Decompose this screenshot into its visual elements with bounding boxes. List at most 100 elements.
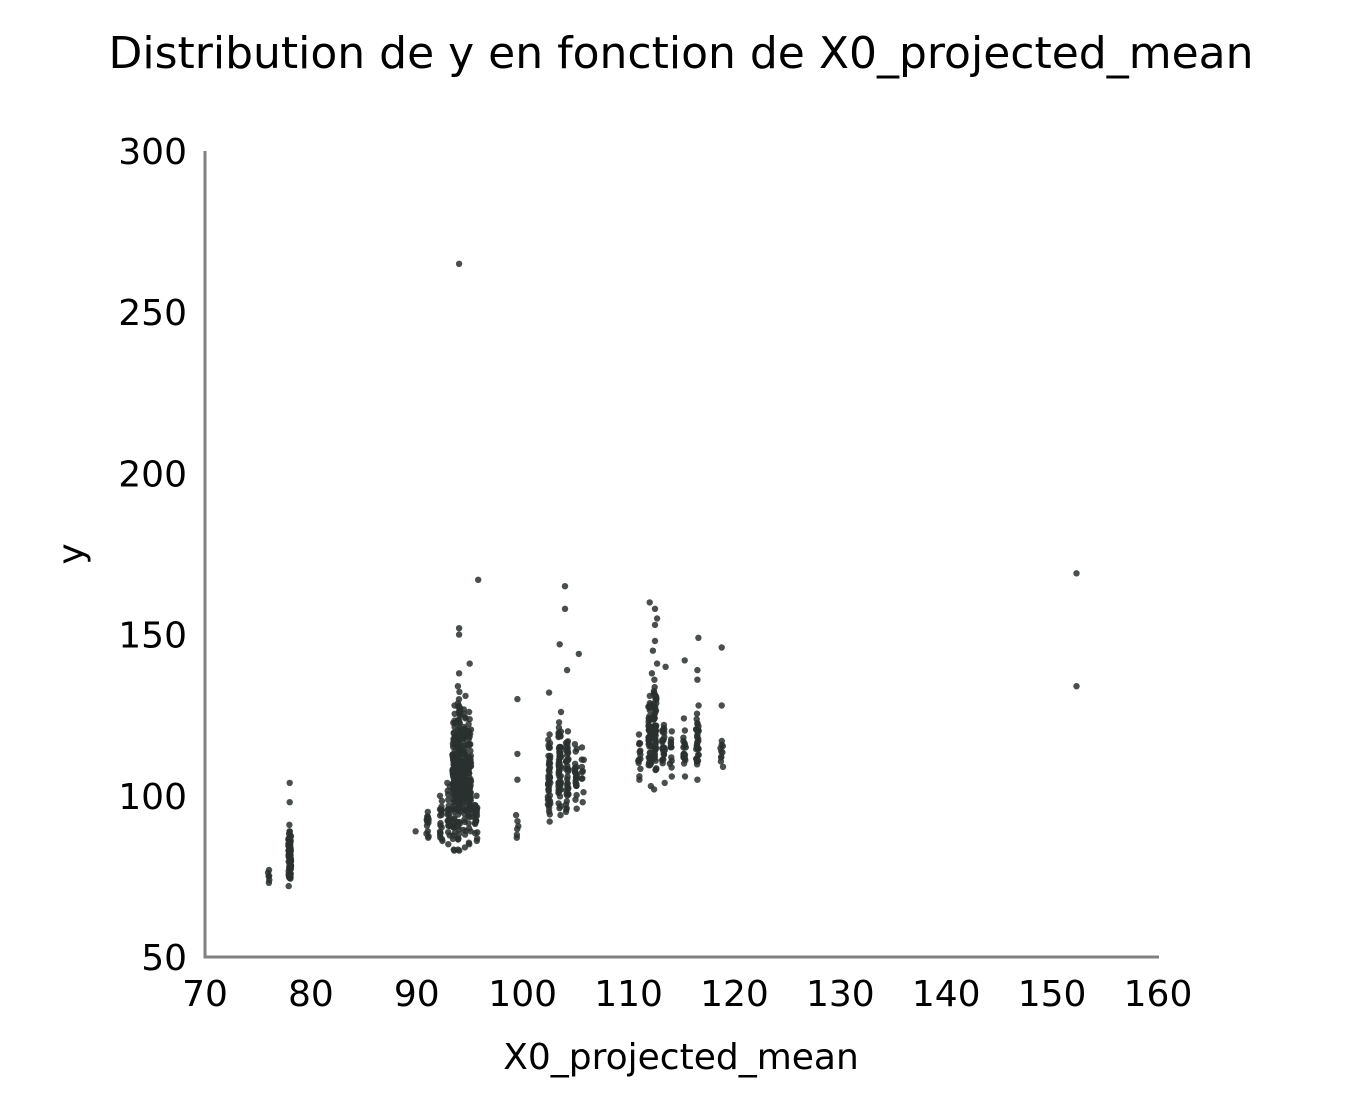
scatter-point xyxy=(425,833,432,840)
scatter-point xyxy=(563,752,571,759)
scatter-point xyxy=(455,807,462,814)
scatter-point xyxy=(649,647,657,654)
scatter-point xyxy=(412,828,419,835)
y-tick-labels: 50 100 150 200 250 300 xyxy=(118,132,187,979)
scatter-point xyxy=(472,810,479,817)
scatter-point xyxy=(425,819,432,826)
scatter-point xyxy=(681,657,688,664)
scatter-point xyxy=(546,731,553,738)
scatter-point xyxy=(424,813,431,820)
scatter-point xyxy=(286,854,293,861)
scatter-point xyxy=(514,750,521,758)
scatter-point xyxy=(680,750,688,757)
scatter-point xyxy=(651,621,659,629)
scatter-point xyxy=(564,773,571,780)
scatter-point xyxy=(636,773,643,780)
scatter-point xyxy=(455,670,463,677)
scatter-point xyxy=(694,757,701,765)
scatter-point xyxy=(652,740,659,747)
scatter-point xyxy=(455,625,463,632)
scatter-point xyxy=(475,576,482,583)
scatter-point xyxy=(545,761,553,768)
scatter-point xyxy=(572,770,580,778)
scatter-point xyxy=(437,834,444,841)
scatter-point xyxy=(285,882,292,890)
scatter-point xyxy=(286,861,293,868)
scatter-point xyxy=(445,796,452,803)
scatter-point xyxy=(645,718,652,725)
scatter-point xyxy=(571,765,579,773)
scatter-point xyxy=(466,740,473,747)
scatter-point xyxy=(556,763,563,770)
scatter-point xyxy=(718,644,725,651)
x-tick-label: 130 xyxy=(806,974,875,1015)
scatter-point xyxy=(571,760,579,767)
scatter-point xyxy=(667,738,675,746)
y-tick-label: 150 xyxy=(118,616,187,657)
y-axis-label: y xyxy=(51,543,92,564)
scatter-point xyxy=(668,773,675,780)
scatter-point xyxy=(662,663,669,670)
scatter-point xyxy=(456,719,463,727)
scatter-point xyxy=(652,728,660,735)
scatter-point xyxy=(681,727,689,734)
scatter-point xyxy=(454,750,462,758)
x-tick-label: 70 xyxy=(182,974,228,1015)
scatter-point xyxy=(682,756,689,764)
scatter-point xyxy=(465,802,473,810)
scatter-point xyxy=(454,846,462,853)
scatter-point xyxy=(572,748,579,755)
scatter-point xyxy=(667,744,674,751)
y-tick-label: 200 xyxy=(118,454,187,495)
scatter-point xyxy=(546,739,554,747)
scatter-point xyxy=(466,716,473,723)
scatter-point xyxy=(466,733,473,740)
scatter-point xyxy=(555,719,563,726)
scatter-point xyxy=(562,801,570,808)
scatter-point xyxy=(565,791,572,798)
scatter-point xyxy=(460,766,467,774)
scatter-point xyxy=(555,724,563,731)
scatter-point xyxy=(564,780,571,787)
scatter-point xyxy=(556,641,563,648)
scatter-point xyxy=(661,779,668,787)
scatter-point xyxy=(545,782,553,790)
scatter-point xyxy=(471,830,479,837)
scatter-point xyxy=(514,776,521,783)
scatter-point xyxy=(694,721,701,728)
scatter-point xyxy=(651,753,658,760)
x-tick-label: 140 xyxy=(912,974,981,1015)
scatter-point xyxy=(557,786,564,793)
scatter-point xyxy=(579,775,586,782)
points-layer xyxy=(264,260,1080,890)
scatter-point xyxy=(555,769,562,776)
scatter-point xyxy=(465,721,472,728)
scatter-point xyxy=(436,792,444,799)
scatter-point xyxy=(668,764,675,771)
scatter-point xyxy=(646,704,653,711)
scatter-point xyxy=(635,759,642,767)
scatter-point xyxy=(465,727,472,734)
scatter-point xyxy=(579,799,586,806)
scatter-point xyxy=(650,716,657,723)
x-tick-labels: 70 80 90 100 110 120 130 140 150 160 xyxy=(182,974,1192,1015)
scatter-point xyxy=(693,710,701,717)
scatter-point xyxy=(467,778,475,785)
scatter-point xyxy=(645,759,653,766)
scatter-point xyxy=(556,793,564,800)
scatter-point xyxy=(286,821,293,828)
scatter-point xyxy=(650,786,658,793)
scatter-point xyxy=(287,873,294,881)
x-tick-label: 120 xyxy=(700,974,769,1015)
x-tick-label: 100 xyxy=(488,974,557,1015)
scatter-point xyxy=(636,740,643,748)
scatter-point xyxy=(465,708,473,716)
scatter-point xyxy=(454,683,462,690)
scatter-point xyxy=(1073,570,1080,577)
scatter-point xyxy=(466,813,473,820)
scatter-point xyxy=(545,752,552,760)
scatter-point xyxy=(575,650,582,658)
scatter-point xyxy=(467,754,474,761)
scatter-point xyxy=(465,766,472,774)
scatter-point xyxy=(651,676,658,683)
